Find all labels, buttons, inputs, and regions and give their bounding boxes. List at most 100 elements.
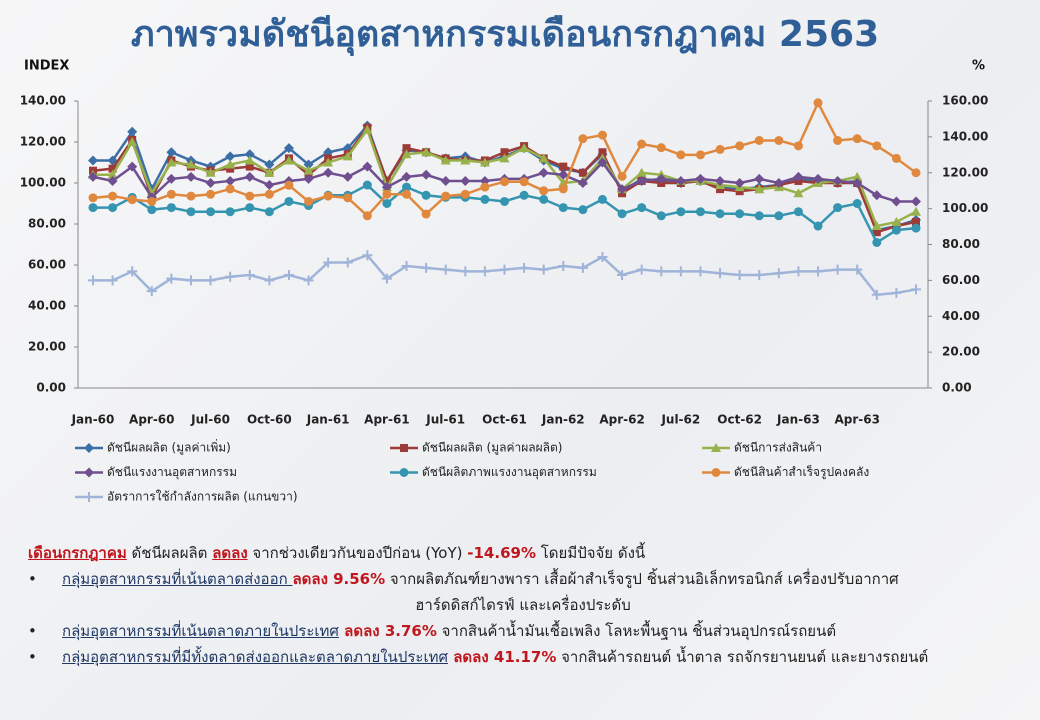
data-point [343, 193, 353, 203]
x-tick-label: Jan-60 [71, 413, 115, 427]
data-point [559, 162, 568, 171]
x-tick-label: Jul-60 [190, 413, 230, 427]
data-point [539, 186, 549, 196]
data-point [754, 173, 765, 184]
data-point [264, 167, 275, 177]
text: เดือนกรกฎาคม [28, 544, 127, 562]
data-point [813, 98, 823, 108]
data-point [460, 189, 470, 199]
data-point [244, 269, 255, 280]
data-point [656, 143, 666, 153]
data-point [88, 203, 98, 213]
data-point [421, 147, 432, 157]
data-point [715, 144, 725, 154]
data-point [597, 130, 607, 140]
data-point [382, 176, 391, 185]
data-point [911, 206, 921, 216]
data-point [598, 148, 607, 157]
data-point [342, 151, 353, 161]
data-point [323, 257, 334, 268]
data-point [500, 177, 509, 187]
data-point [88, 155, 98, 166]
data-point [303, 159, 314, 170]
data-point [793, 141, 803, 151]
data-point [245, 162, 254, 171]
text: กลุ่มอุตสาหกรรมที่เน้นตลาดส่งออก [62, 570, 293, 588]
data-point [88, 171, 98, 182]
data-point [185, 275, 196, 286]
data-point [108, 203, 118, 213]
text: จากสินค้าน้ำมันเชื้อเพลิง โลหะพื้นฐาน ชิ… [436, 622, 837, 640]
data-point [774, 135, 784, 145]
x-tick-label: Apr-61 [364, 413, 409, 427]
data-point [774, 211, 784, 221]
data-point [675, 175, 686, 186]
text: ลดลง 41.17% [448, 648, 557, 666]
data-point [813, 266, 824, 277]
data-point [244, 155, 255, 165]
data-point [362, 250, 373, 261]
series-line [93, 253, 917, 297]
data-point [656, 266, 667, 277]
text: ลดลง [212, 544, 248, 562]
y2-tick-label: 80.00 [942, 237, 980, 251]
data-point [872, 141, 882, 151]
data-point [558, 184, 568, 194]
data-point [480, 194, 490, 204]
data-point [146, 286, 157, 297]
data-point [342, 171, 353, 182]
data-point [676, 207, 686, 217]
legend-label: ดัชนีการส่งสินค้า [734, 441, 822, 455]
data-point [127, 195, 137, 205]
data-point [225, 184, 235, 194]
data-point [519, 143, 530, 153]
y2-tick-label: 120.00 [942, 165, 988, 179]
data-point [754, 184, 765, 194]
data-point [323, 157, 334, 167]
y2-tick-label: 160.00 [942, 94, 988, 108]
y-tick-label: 100.00 [20, 176, 66, 190]
data-point [264, 180, 275, 191]
data-point [205, 167, 216, 177]
data-point [421, 169, 432, 180]
bullet-mark: • [28, 648, 37, 666]
data-point [166, 147, 177, 158]
data-point [912, 217, 920, 226]
data-point [833, 203, 843, 213]
data-point [381, 273, 392, 284]
data-point [402, 189, 412, 199]
x-tick-label: Jul-61 [425, 413, 465, 427]
legend-marker [711, 468, 721, 477]
data-point [891, 225, 901, 235]
data-point [108, 191, 118, 201]
data-point [107, 275, 118, 286]
text: จากผลิตภัณฑ์ยางพารา เสื้อผ้าสำเร็จรูป ชิ… [385, 570, 899, 588]
data-point [519, 190, 529, 200]
data-point [754, 211, 764, 221]
data-point [656, 173, 667, 184]
data-point [832, 264, 843, 275]
data-point [695, 207, 705, 217]
data-point [421, 190, 431, 200]
y2-axis-label: % [972, 59, 985, 74]
data-point [166, 203, 176, 213]
data-point [362, 161, 373, 172]
data-point [362, 180, 372, 190]
bullet-mark: • [28, 570, 37, 588]
data-point [734, 269, 745, 280]
data-point [872, 228, 881, 237]
y2-tick-label: 140.00 [942, 129, 988, 143]
data-point [735, 209, 745, 219]
data-point [832, 175, 843, 186]
data-point [284, 196, 294, 206]
data-point [460, 266, 471, 277]
text: -14.69% [467, 544, 536, 562]
y2-tick-label: 40.00 [942, 309, 980, 323]
data-point [225, 159, 236, 169]
data-point [284, 180, 294, 190]
legend-label: ดัชนีสินค้าสำเร็จรูปคงคลัง [734, 464, 869, 480]
legend-marker [84, 492, 94, 502]
bullet: • กลุ่มอุตสาหกรรมที่เน้นตลาดส่งออก ลดลง 9… [28, 566, 1018, 592]
data-point [460, 175, 471, 186]
